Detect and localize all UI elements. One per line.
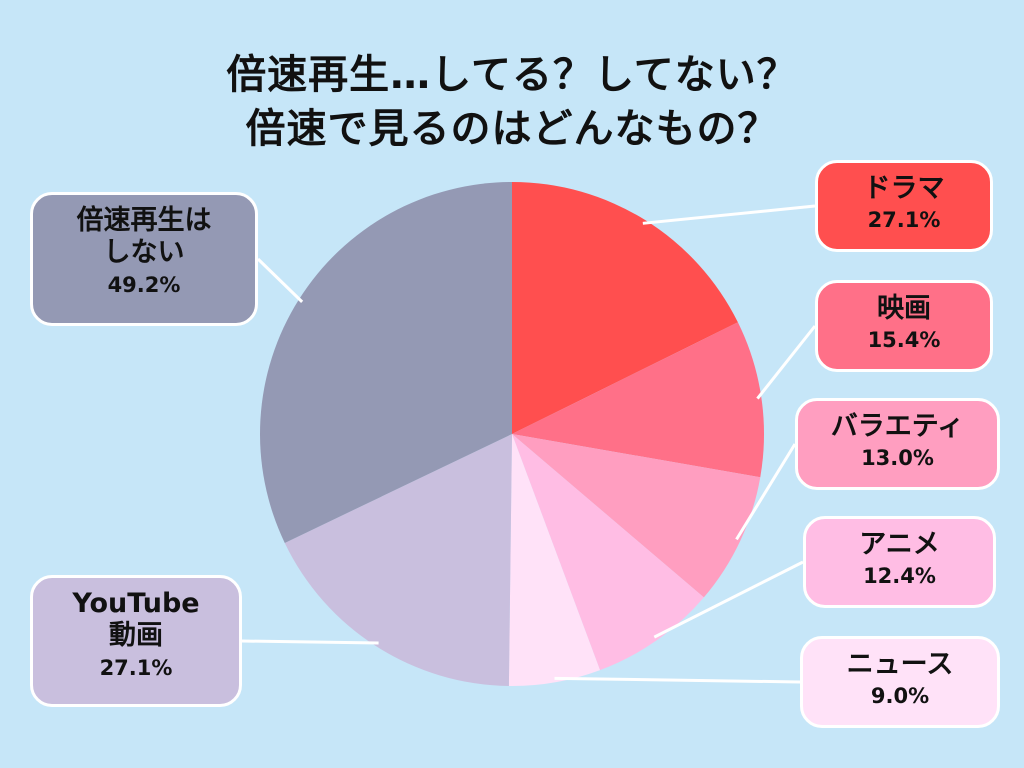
label-drama-name: ドラマ (863, 173, 945, 204)
pie-slice-6 (259, 182, 512, 543)
chart-title-line-2: 倍速で見るのはどんなもの？ (245, 106, 779, 152)
leader-line-6 (256, 257, 304, 303)
label-youtube-name-line-2: 動画 (109, 620, 163, 652)
leader-line-4 (554, 676, 801, 684)
label-movie: 映画 15.4% (815, 280, 993, 372)
pie-slice-0 (512, 182, 738, 434)
leader-line-5 (241, 639, 379, 645)
label-youtube: YouTube 動画 27.1% (30, 575, 242, 707)
pie-slice-2 (512, 434, 761, 598)
pie-slice-5 (284, 434, 512, 686)
label-anime-pct: 12.4% (863, 564, 936, 589)
label-variety: バラエティ 13.0% (795, 398, 1000, 490)
label-none-name-line-1: 倍速再生は (76, 205, 212, 236)
leader-line-3 (653, 560, 804, 639)
pie-slice-4 (508, 434, 601, 686)
label-movie-name: 映画 (877, 293, 931, 324)
label-anime-name: アニメ (859, 529, 940, 560)
leader-line-0 (642, 204, 816, 225)
leader-line-1 (756, 325, 817, 400)
label-drama: ドラマ 27.1% (815, 160, 993, 252)
label-news: ニュース 9.0% (800, 636, 1000, 728)
label-anime: アニメ 12.4% (803, 516, 996, 608)
label-variety-pct: 13.0% (861, 446, 934, 471)
label-no-speed-playback: 倍速再生は しない 49.2% (30, 192, 258, 326)
label-variety-name: バラエティ (830, 411, 965, 442)
label-none-name-line-2: しない (103, 237, 185, 269)
label-none-pct: 49.2% (107, 272, 181, 297)
label-drama-pct: 27.1% (867, 208, 941, 233)
label-movie-pct: 15.4% (867, 328, 941, 353)
label-youtube-name-line-1: YouTube (72, 588, 200, 619)
leader-line-2 (735, 443, 797, 541)
label-news-pct: 9.0% (870, 684, 930, 709)
label-youtube-pct: 27.1% (99, 655, 173, 680)
pie-slice-1 (512, 322, 765, 478)
label-news-name: ニュース (846, 649, 954, 680)
pie-slice-3 (512, 434, 704, 671)
chart-title-line-1: 倍速再生…してる？してない？ (226, 52, 798, 98)
